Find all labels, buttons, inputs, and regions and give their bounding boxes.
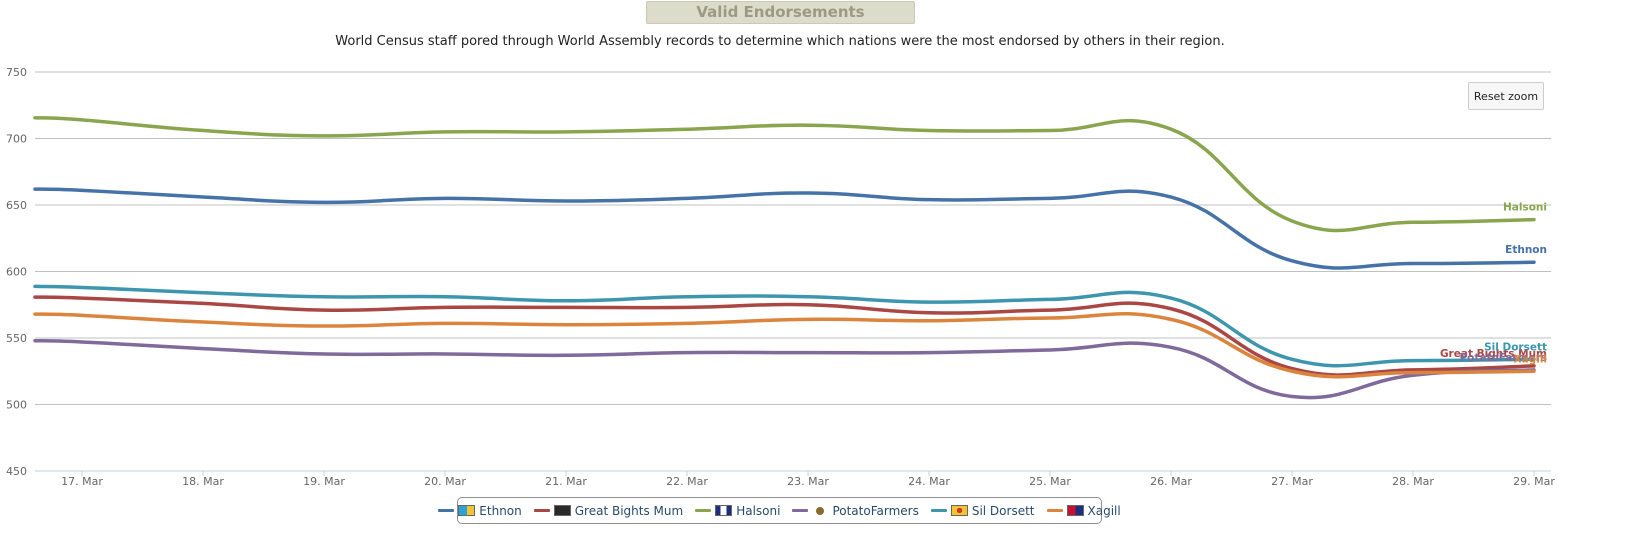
legend-item-xagill[interactable]: Xagill — [1046, 503, 1121, 518]
y-tick-label: 700 — [6, 133, 27, 146]
x-tick-label: 20. Mar — [424, 475, 466, 488]
x-tick-label: 29. Mar — [1513, 475, 1555, 488]
x-axis: 17. Mar 18. Mar 19. Mar 20. Mar 21. Mar 22. M… — [61, 471, 1555, 488]
legend-swatch — [1046, 509, 1063, 512]
legend-swatch — [438, 509, 455, 512]
great-bights-mum-flag-icon — [553, 505, 571, 516]
legend-item-halsoni[interactable]: Halsoni — [695, 504, 780, 518]
legend-label: Xagill — [1087, 503, 1121, 518]
xagill-flag-icon — [1066, 505, 1084, 516]
x-tick-label: 26. Mar — [1150, 475, 1192, 488]
end-label-great-bights-mum: Great Bights Mum — [1440, 348, 1547, 360]
ethnon-flag-icon — [458, 505, 476, 516]
legend-item-sil-dorsett[interactable]: Sil Dorsett — [930, 503, 1035, 518]
halsoni-flag-icon — [715, 505, 733, 516]
x-tick-label: 17. Mar — [61, 475, 103, 488]
y-tick-label: 450 — [6, 465, 27, 478]
legend-item-ethnon[interactable]: Ethnon — [438, 503, 522, 518]
series-line-xagill[interactable] — [33, 312, 1536, 379]
legend-item-great-bights-mum[interactable]: Great Bights Mum — [533, 503, 684, 518]
y-tick-label: 500 — [6, 399, 27, 412]
potatofarmers-flag-icon — [816, 506, 825, 515]
end-label-sil-dorsett: Sil Dorsett — [1484, 341, 1547, 353]
series-line-great-bights-mum[interactable] — [33, 295, 1536, 377]
chart-title: Valid Endorsements — [646, 1, 915, 24]
series-end-labels: Ethnon Great Bights Mum Halsoni PotatoFarme… — [1440, 202, 1547, 366]
x-tick-label: 19. Mar — [303, 475, 345, 488]
legend-swatch — [930, 509, 947, 512]
legend-label: Ethnon — [479, 503, 522, 518]
y-tick-label: 550 — [6, 332, 27, 345]
series-line-potatofarmers[interactable] — [33, 338, 1536, 400]
x-tick-label: 25. Mar — [1029, 475, 1071, 488]
legend-label: Halsoni — [736, 503, 781, 518]
x-tick-label: 27. Mar — [1271, 475, 1313, 488]
reset-zoom-button[interactable]: Reset zoom — [1468, 82, 1544, 110]
end-label-halsoni: Halsoni — [1503, 202, 1547, 214]
legend-swatch — [792, 509, 809, 512]
chart-legend: Ethnon Great Bights Mum Halsoni PotatoFa… — [438, 497, 1121, 524]
x-tick-label: 22. Mar — [666, 475, 708, 488]
y-tick-label: 750 — [6, 66, 27, 79]
end-label-ethnon: Ethnon — [1505, 244, 1547, 256]
x-tick-label: 28. Mar — [1392, 475, 1434, 488]
series-line-ethnon[interactable] — [33, 187, 1536, 270]
y-axis-tick-labels: 450 500 550 600 650 700 750 — [6, 66, 27, 478]
legend-item-potatofarmers[interactable]: PotatoFarmers — [792, 503, 919, 518]
sil-dorsett-flag-icon — [950, 505, 968, 516]
legend-swatch — [695, 509, 712, 512]
legend-label: Sil Dorsett — [971, 503, 1035, 518]
chart-subtitle: World Census staff pored through World A… — [335, 34, 1225, 49]
x-tick-label: 21. Mar — [545, 475, 587, 488]
series-line-sil-dorsett[interactable] — [33, 284, 1536, 368]
end-label-potatofarmers: PotatoFarmers — [1459, 352, 1547, 364]
series-line-halsoni[interactable] — [33, 116, 1536, 233]
legend-label: Great Bights Mum — [574, 503, 684, 518]
y-tick-label: 650 — [6, 199, 27, 212]
gridlines — [35, 71, 1551, 472]
legend-swatch — [533, 509, 550, 512]
x-tick-label: 18. Mar — [182, 475, 224, 488]
y-tick-label: 600 — [6, 266, 27, 279]
end-label-xagill: Xagill — [1514, 353, 1548, 365]
x-tick-label: 24. Mar — [908, 475, 950, 488]
series-lines — [33, 116, 1536, 400]
x-tick-label: 23. Mar — [787, 475, 829, 488]
legend-label: PotatoFarmers — [832, 503, 919, 518]
